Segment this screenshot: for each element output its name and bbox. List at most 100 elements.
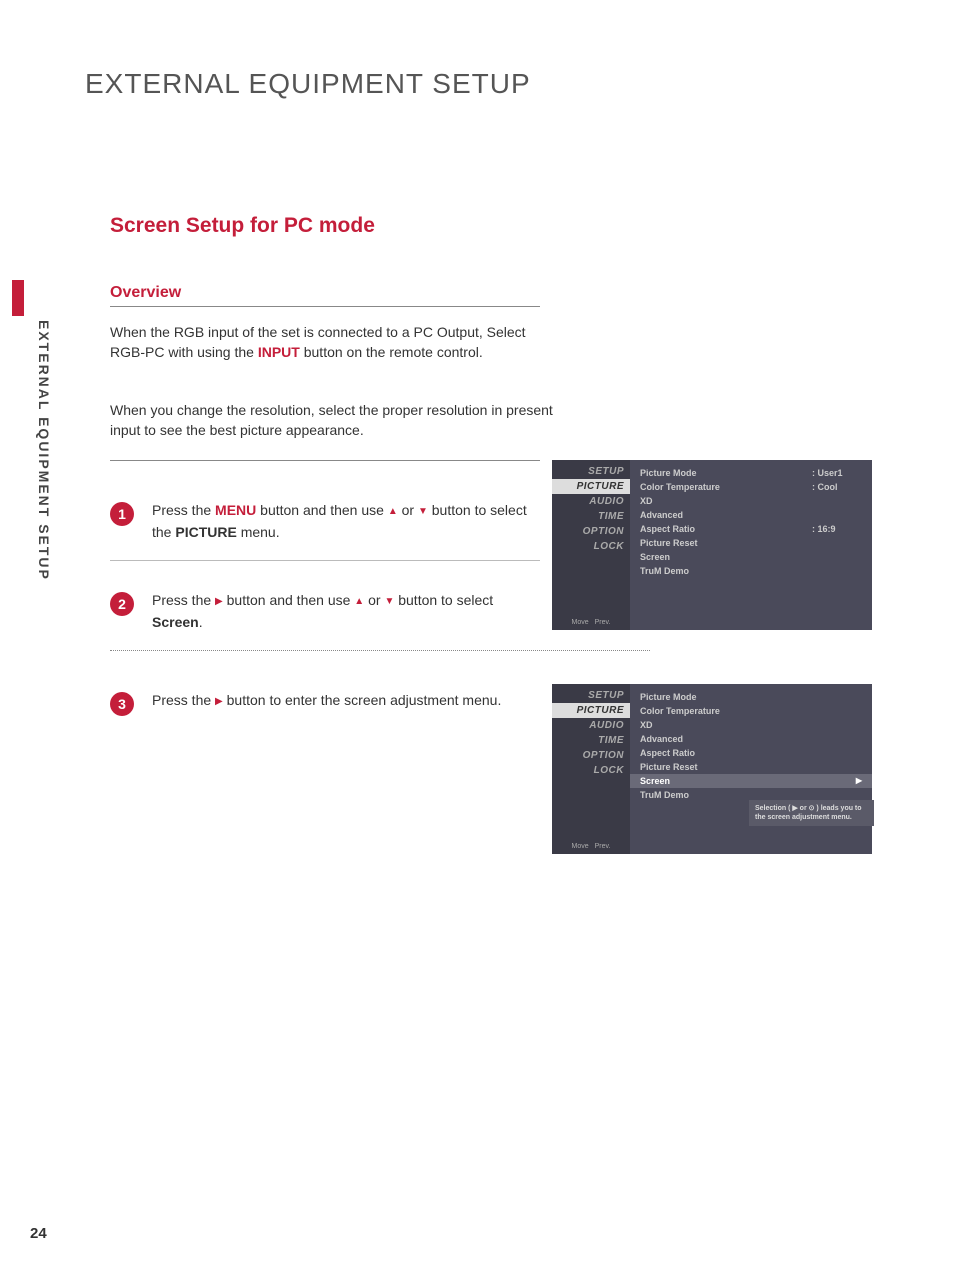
label: Picture Mode	[640, 468, 812, 478]
osd-nav-setup: SETUP	[552, 688, 630, 703]
osd-nav-option: OPTION	[552, 524, 630, 539]
osd-nav-setup: SETUP	[552, 464, 630, 479]
text: button and then use	[256, 502, 388, 518]
value: : 16:9	[812, 524, 862, 534]
text: Press the	[152, 592, 215, 608]
triangle-down-icon: ▼	[418, 502, 428, 522]
label: Color Temperature	[640, 706, 862, 716]
rule	[110, 560, 540, 561]
text: button on the remote control.	[300, 344, 483, 360]
step-text: Press the MENU button and then use ▲ or …	[152, 500, 540, 542]
osd-content: Picture Mode Color Temperature XD Advanc…	[630, 684, 872, 854]
step-text: Press the ▶ button and then use ▲ or ▼ b…	[152, 590, 540, 632]
osd-nav-lock: LOCK	[552, 763, 630, 778]
label: Picture Reset	[640, 762, 862, 772]
osd-row-advanced: Advanced	[630, 732, 872, 746]
value: : Cool	[812, 482, 862, 492]
osd-nav: SETUP PICTURE AUDIO TIME OPTION LOCK Mov…	[552, 460, 630, 630]
triangle-right-icon: ▶	[215, 692, 223, 712]
step-number-badge: 1	[110, 502, 134, 526]
overview-heading: Overview	[110, 284, 181, 302]
triangle-up-icon: ▲	[388, 502, 398, 522]
osd-row-color-temp: Color Temperature: Cool	[630, 480, 872, 494]
overview-para-1: When the RGB input of the set is connect…	[110, 322, 560, 362]
label: XD	[640, 720, 862, 730]
text: or	[398, 502, 418, 518]
label: Picture Reset	[640, 538, 862, 548]
osd-nav-picture: PICTURE	[552, 479, 630, 494]
label: TruM Demo	[640, 790, 862, 800]
osd-move-hint: Move	[572, 843, 589, 850]
step-2: 2 Press the ▶ button and then use ▲ or ▼…	[110, 590, 540, 632]
label: TruM Demo	[640, 566, 862, 576]
label: Advanced	[640, 510, 862, 520]
text: button to enter the screen adjustment me…	[223, 692, 502, 708]
osd-row-advanced: Advanced	[630, 508, 872, 522]
osd-popup-hint: Selection ( ▶ or ⊙ ) leads you to the sc…	[749, 800, 874, 826]
osd-row-screen: Screen▶	[630, 774, 872, 788]
osd-nav-time: TIME	[552, 733, 630, 748]
label: Aspect Ratio	[640, 524, 812, 534]
rule	[110, 460, 540, 461]
text: Press the	[152, 502, 215, 518]
triangle-up-icon: ▲	[354, 592, 364, 612]
step-number-badge: 3	[110, 692, 134, 716]
text: button and then use	[223, 592, 355, 608]
osd-nav-audio: AUDIO	[552, 718, 630, 733]
osd-nav-audio: AUDIO	[552, 494, 630, 509]
label: Screen	[640, 552, 862, 562]
step-text: Press the ▶ button to enter the screen a…	[152, 690, 540, 712]
osd-nav: SETUP PICTURE AUDIO TIME OPTION LOCK Mov…	[552, 684, 630, 854]
label: Aspect Ratio	[640, 748, 862, 758]
osd-row-xd: XD	[630, 494, 872, 508]
text: button to select	[394, 592, 493, 608]
osd-row-trum: TruM Demo	[630, 564, 872, 578]
label: Picture Mode	[640, 692, 862, 702]
osd-nav-footer: Move Prev.	[556, 843, 626, 850]
picture-keyword: PICTURE	[175, 524, 236, 540]
osd-row-xd: XD	[630, 718, 872, 732]
osd-row-aspect: Aspect Ratio: 16:9	[630, 522, 872, 536]
side-label: EXTERNAL EQUIPMENT SETUP	[36, 320, 52, 581]
label: Advanced	[640, 734, 862, 744]
osd-move-hint: Move	[572, 619, 589, 626]
page-title: EXTERNAL EQUIPMENT SETUP	[85, 68, 531, 100]
triangle-right-icon: ▶	[856, 776, 862, 786]
triangle-right-icon: ▶	[215, 592, 223, 612]
menu-keyword: MENU	[215, 502, 256, 518]
step-1: 1 Press the MENU button and then use ▲ o…	[110, 500, 540, 542]
osd-content: Picture Mode: User1 Color Temperature: C…	[630, 460, 872, 630]
osd-row-aspect: Aspect Ratio	[630, 746, 872, 760]
step-number-badge: 2	[110, 592, 134, 616]
osd-screenshot-1: SETUP PICTURE AUDIO TIME OPTION LOCK Mov…	[552, 460, 872, 630]
triangle-down-icon: ▼	[384, 592, 394, 612]
text: menu.	[237, 524, 280, 540]
step-3: 3 Press the ▶ button to enter the screen…	[110, 690, 540, 712]
text: or	[364, 592, 384, 608]
osd-nav-footer: Move Prev.	[556, 619, 626, 626]
osd-row-color-temp: Color Temperature	[630, 704, 872, 718]
label: Screen	[640, 776, 856, 786]
value: : User1	[812, 468, 862, 478]
osd-row-screen: Screen	[630, 550, 872, 564]
osd-row-reset: Picture Reset	[630, 760, 872, 774]
side-tab	[12, 280, 24, 316]
osd-nav-option: OPTION	[552, 748, 630, 763]
text: Press the	[152, 692, 215, 708]
label: XD	[640, 496, 862, 506]
section-title: Screen Setup for PC mode	[110, 214, 375, 238]
osd-row-reset: Picture Reset	[630, 536, 872, 550]
overview-para-2: When you change the resolution, select t…	[110, 400, 560, 440]
label: Color Temperature	[640, 482, 812, 492]
osd-prev-hint: Prev.	[595, 619, 611, 626]
text: .	[199, 614, 203, 630]
osd-nav-picture: PICTURE	[552, 703, 630, 718]
dotted-rule	[110, 650, 650, 651]
osd-row-picture-mode: Picture Mode	[630, 690, 872, 704]
input-keyword: INPUT	[258, 344, 300, 360]
page-number: 24	[30, 1225, 47, 1242]
osd-row-picture-mode: Picture Mode: User1	[630, 466, 872, 480]
osd-prev-hint: Prev.	[595, 843, 611, 850]
rule	[110, 306, 540, 307]
osd-nav-time: TIME	[552, 509, 630, 524]
